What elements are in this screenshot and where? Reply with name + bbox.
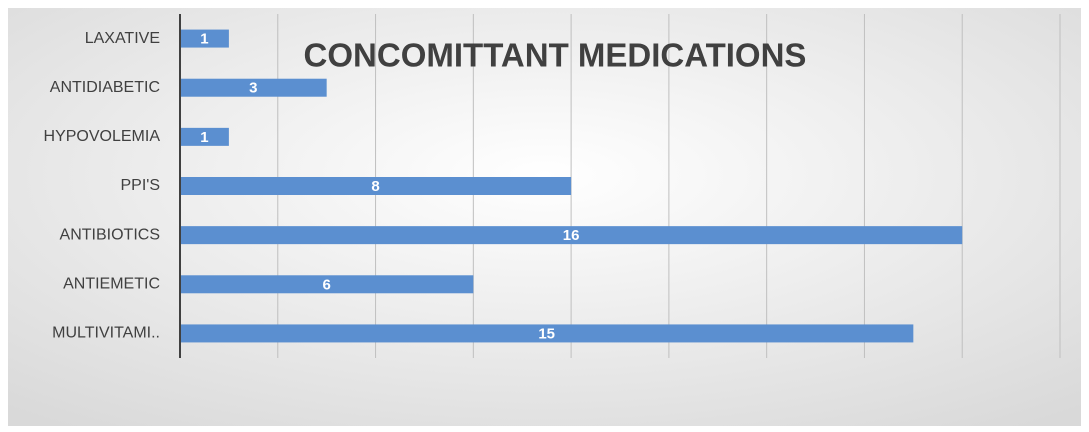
bar <box>180 226 963 245</box>
y-tick-label: ANTIEMETIC <box>63 276 160 293</box>
bar <box>180 324 914 343</box>
bar <box>180 29 229 48</box>
y-tick-label: MULTIVITAMI.. <box>52 325 160 342</box>
data-label: 6 <box>322 276 330 293</box>
bar <box>180 78 327 97</box>
bar <box>180 177 572 195</box>
y-tick-label: LAXATIVE <box>85 30 160 47</box>
bar <box>180 275 474 294</box>
background <box>8 8 1081 426</box>
y-tick-label: HYPOVOLEMIA <box>44 128 161 145</box>
data-label: 16 <box>563 227 580 244</box>
data-label: 1 <box>200 129 208 146</box>
data-label: 3 <box>249 80 257 97</box>
chart-title: CONCOMITTANT MEDICATIONS <box>304 37 807 74</box>
y-tick-label: PPI'S <box>120 177 160 194</box>
data-label: 8 <box>371 178 379 195</box>
data-label: 15 <box>538 325 555 342</box>
data-label: 1 <box>200 31 208 48</box>
bar <box>180 127 229 146</box>
y-tick-label: ANTIDIABETIC <box>50 79 160 96</box>
y-tick-label: ANTIBIOTICS <box>60 226 160 243</box>
